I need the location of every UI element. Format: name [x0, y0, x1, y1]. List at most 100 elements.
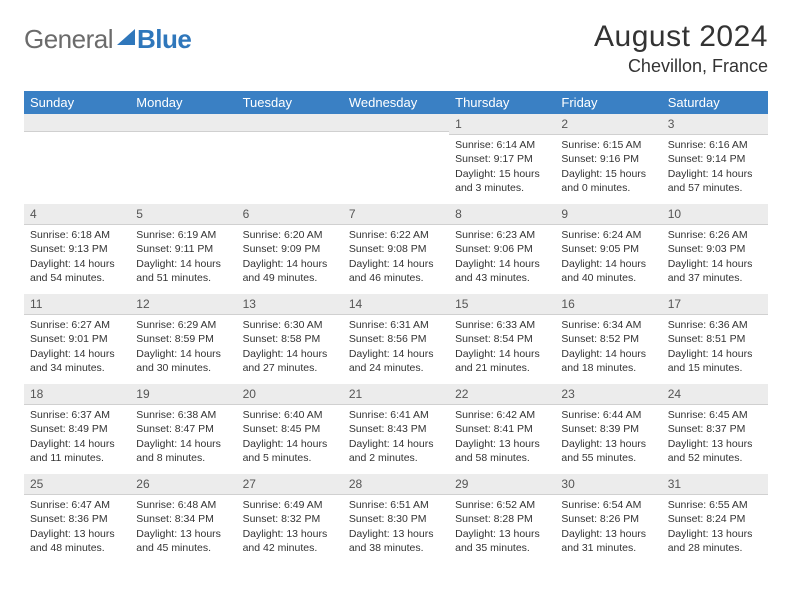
logo-sail-icon: [117, 29, 135, 45]
daylight-text: Daylight: 14 hours and 37 minutes.: [668, 257, 762, 285]
day-details: Sunrise: 6:42 AMSunset: 8:41 PMDaylight:…: [449, 405, 555, 469]
sunrise-text: Sunrise: 6:16 AM: [668, 138, 762, 152]
calendar-body: 1Sunrise: 6:14 AMSunset: 9:17 PMDaylight…: [24, 114, 768, 564]
daylight-text: Daylight: 13 hours and 31 minutes.: [561, 527, 655, 555]
calendar-day-cell: 10Sunrise: 6:26 AMSunset: 9:03 PMDayligh…: [662, 204, 768, 294]
day-number: 18: [24, 384, 130, 405]
sunset-text: Sunset: 9:03 PM: [668, 242, 762, 256]
daylight-text: Daylight: 14 hours and 57 minutes.: [668, 167, 762, 195]
calendar-week-row: 25Sunrise: 6:47 AMSunset: 8:36 PMDayligh…: [24, 474, 768, 564]
day-number: 19: [130, 384, 236, 405]
day-details: Sunrise: 6:31 AMSunset: 8:56 PMDaylight:…: [343, 315, 449, 379]
calendar-day-cell: 6Sunrise: 6:20 AMSunset: 9:09 PMDaylight…: [237, 204, 343, 294]
sunset-text: Sunset: 9:05 PM: [561, 242, 655, 256]
sunrise-text: Sunrise: 6:40 AM: [243, 408, 337, 422]
day-number: 28: [343, 474, 449, 495]
calendar-day-cell: 24Sunrise: 6:45 AMSunset: 8:37 PMDayligh…: [662, 384, 768, 474]
day-details: Sunrise: 6:33 AMSunset: 8:54 PMDaylight:…: [449, 315, 555, 379]
calendar-day-cell: 21Sunrise: 6:41 AMSunset: 8:43 PMDayligh…: [343, 384, 449, 474]
daylight-text: Daylight: 13 hours and 55 minutes.: [561, 437, 655, 465]
sunset-text: Sunset: 8:45 PM: [243, 422, 337, 436]
logo-text-general: General: [24, 24, 113, 55]
day-details: Sunrise: 6:45 AMSunset: 8:37 PMDaylight:…: [662, 405, 768, 469]
day-number: 26: [130, 474, 236, 495]
day-number: 30: [555, 474, 661, 495]
calendar-day-cell: 8Sunrise: 6:23 AMSunset: 9:06 PMDaylight…: [449, 204, 555, 294]
sunrise-text: Sunrise: 6:45 AM: [668, 408, 762, 422]
calendar-week-row: 1Sunrise: 6:14 AMSunset: 9:17 PMDaylight…: [24, 114, 768, 204]
sunset-text: Sunset: 8:41 PM: [455, 422, 549, 436]
day-number: [24, 114, 130, 132]
daylight-text: Daylight: 14 hours and 43 minutes.: [455, 257, 549, 285]
daylight-text: Daylight: 14 hours and 27 minutes.: [243, 347, 337, 375]
day-number: 31: [662, 474, 768, 495]
sunset-text: Sunset: 8:59 PM: [136, 332, 230, 346]
daylight-text: Daylight: 14 hours and 30 minutes.: [136, 347, 230, 375]
calendar-week-row: 4Sunrise: 6:18 AMSunset: 9:13 PMDaylight…: [24, 204, 768, 294]
daylight-text: Daylight: 13 hours and 58 minutes.: [455, 437, 549, 465]
day-number: [343, 114, 449, 132]
daylight-text: Daylight: 14 hours and 21 minutes.: [455, 347, 549, 375]
sunrise-text: Sunrise: 6:24 AM: [561, 228, 655, 242]
sunset-text: Sunset: 8:54 PM: [455, 332, 549, 346]
sunrise-text: Sunrise: 6:37 AM: [30, 408, 124, 422]
daylight-text: Daylight: 15 hours and 3 minutes.: [455, 167, 549, 195]
day-number: 7: [343, 204, 449, 225]
sunset-text: Sunset: 8:56 PM: [349, 332, 443, 346]
calendar-day-cell: [130, 114, 236, 204]
sunset-text: Sunset: 9:01 PM: [30, 332, 124, 346]
daylight-text: Daylight: 14 hours and 18 minutes.: [561, 347, 655, 375]
calendar-day-cell: 4Sunrise: 6:18 AMSunset: 9:13 PMDaylight…: [24, 204, 130, 294]
calendar-day-cell: 15Sunrise: 6:33 AMSunset: 8:54 PMDayligh…: [449, 294, 555, 384]
calendar-day-cell: 2Sunrise: 6:15 AMSunset: 9:16 PMDaylight…: [555, 114, 661, 204]
day-number: 20: [237, 384, 343, 405]
sunset-text: Sunset: 8:52 PM: [561, 332, 655, 346]
day-details: Sunrise: 6:14 AMSunset: 9:17 PMDaylight:…: [449, 135, 555, 199]
day-number: 24: [662, 384, 768, 405]
logo: General Blue: [24, 20, 191, 55]
day-header-thursday: Thursday: [449, 91, 555, 114]
calendar-day-cell: 26Sunrise: 6:48 AMSunset: 8:34 PMDayligh…: [130, 474, 236, 564]
day-details: Sunrise: 6:16 AMSunset: 9:14 PMDaylight:…: [662, 135, 768, 199]
day-details: Sunrise: 6:19 AMSunset: 9:11 PMDaylight:…: [130, 225, 236, 289]
day-details: Sunrise: 6:54 AMSunset: 8:26 PMDaylight:…: [555, 495, 661, 559]
daylight-text: Daylight: 14 hours and 8 minutes.: [136, 437, 230, 465]
calendar-day-cell: 28Sunrise: 6:51 AMSunset: 8:30 PMDayligh…: [343, 474, 449, 564]
calendar-day-cell: 27Sunrise: 6:49 AMSunset: 8:32 PMDayligh…: [237, 474, 343, 564]
sunrise-text: Sunrise: 6:54 AM: [561, 498, 655, 512]
day-details: Sunrise: 6:22 AMSunset: 9:08 PMDaylight:…: [343, 225, 449, 289]
calendar-day-cell: 14Sunrise: 6:31 AMSunset: 8:56 PMDayligh…: [343, 294, 449, 384]
sunset-text: Sunset: 9:11 PM: [136, 242, 230, 256]
sunrise-text: Sunrise: 6:20 AM: [243, 228, 337, 242]
logo-text-blue: Blue: [137, 24, 191, 55]
calendar-day-cell: 11Sunrise: 6:27 AMSunset: 9:01 PMDayligh…: [24, 294, 130, 384]
calendar-week-row: 18Sunrise: 6:37 AMSunset: 8:49 PMDayligh…: [24, 384, 768, 474]
day-number: 15: [449, 294, 555, 315]
sunset-text: Sunset: 8:39 PM: [561, 422, 655, 436]
sunrise-text: Sunrise: 6:36 AM: [668, 318, 762, 332]
calendar-day-cell: 5Sunrise: 6:19 AMSunset: 9:11 PMDaylight…: [130, 204, 236, 294]
daylight-text: Daylight: 13 hours and 45 minutes.: [136, 527, 230, 555]
sunrise-text: Sunrise: 6:49 AM: [243, 498, 337, 512]
day-details: Sunrise: 6:24 AMSunset: 9:05 PMDaylight:…: [555, 225, 661, 289]
sunset-text: Sunset: 8:47 PM: [136, 422, 230, 436]
daylight-text: Daylight: 14 hours and 51 minutes.: [136, 257, 230, 285]
day-number: 23: [555, 384, 661, 405]
calendar-day-cell: 3Sunrise: 6:16 AMSunset: 9:14 PMDaylight…: [662, 114, 768, 204]
daylight-text: Daylight: 14 hours and 2 minutes.: [349, 437, 443, 465]
sunset-text: Sunset: 8:32 PM: [243, 512, 337, 526]
day-details: Sunrise: 6:23 AMSunset: 9:06 PMDaylight:…: [449, 225, 555, 289]
day-details: Sunrise: 6:27 AMSunset: 9:01 PMDaylight:…: [24, 315, 130, 379]
calendar-day-cell: 29Sunrise: 6:52 AMSunset: 8:28 PMDayligh…: [449, 474, 555, 564]
calendar-day-cell: 18Sunrise: 6:37 AMSunset: 8:49 PMDayligh…: [24, 384, 130, 474]
calendar-day-cell: 23Sunrise: 6:44 AMSunset: 8:39 PMDayligh…: [555, 384, 661, 474]
location-label: Chevillon, France: [594, 56, 768, 77]
sunrise-text: Sunrise: 6:33 AM: [455, 318, 549, 332]
calendar-day-cell: 31Sunrise: 6:55 AMSunset: 8:24 PMDayligh…: [662, 474, 768, 564]
calendar-day-cell: 19Sunrise: 6:38 AMSunset: 8:47 PMDayligh…: [130, 384, 236, 474]
sunset-text: Sunset: 8:36 PM: [30, 512, 124, 526]
sunrise-text: Sunrise: 6:52 AM: [455, 498, 549, 512]
day-details: Sunrise: 6:18 AMSunset: 9:13 PMDaylight:…: [24, 225, 130, 289]
day-header-tuesday: Tuesday: [237, 91, 343, 114]
sunset-text: Sunset: 9:13 PM: [30, 242, 124, 256]
